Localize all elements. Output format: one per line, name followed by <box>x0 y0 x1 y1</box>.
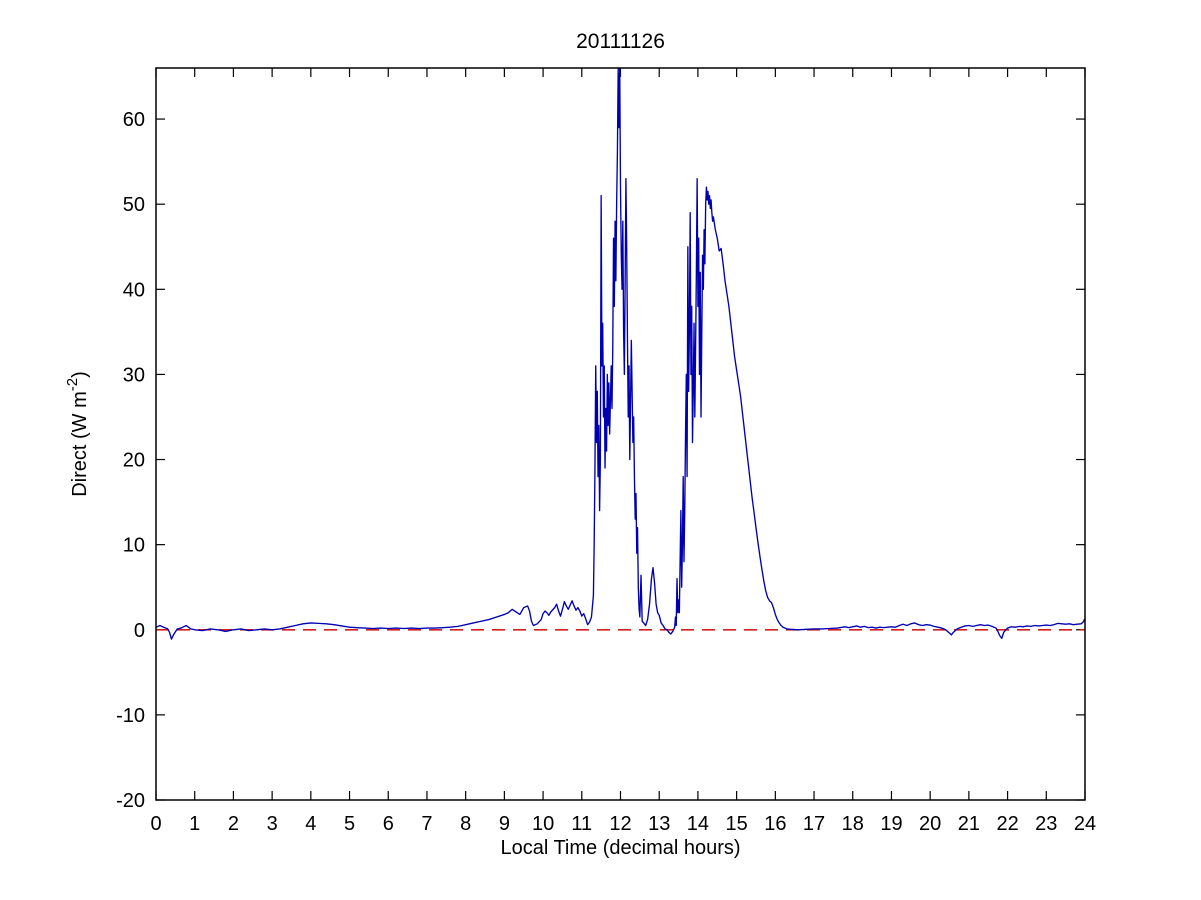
chart-title: 20111126 <box>576 30 665 53</box>
y-tick-label: 50 <box>123 194 145 216</box>
x-tick-label: 19 <box>880 813 902 835</box>
x-tick-label: 12 <box>609 813 631 835</box>
y-tick-label: 30 <box>123 364 145 386</box>
x-tick-label: 14 <box>687 813 709 835</box>
x-tick-label: 13 <box>648 813 670 835</box>
y-tick-label: 0 <box>134 620 145 642</box>
x-tick-label: 22 <box>996 813 1018 835</box>
y-axis-label: Direct (W m-2) <box>64 371 91 497</box>
x-tick-label: 15 <box>726 813 748 835</box>
x-tick-label: 23 <box>1035 813 1057 835</box>
y-tick-label: 20 <box>123 450 145 472</box>
x-axis-label: Local Time (decimal hours) <box>500 837 740 859</box>
x-tick-label: 10 <box>532 813 554 835</box>
y-tick-label: 60 <box>123 109 145 131</box>
y-tick-label: -10 <box>116 705 145 727</box>
x-tick-label: 4 <box>305 813 316 835</box>
x-tick-label: 3 <box>267 813 278 835</box>
x-tick-label: 6 <box>383 813 394 835</box>
x-tick-label: 9 <box>499 813 510 835</box>
x-tick-label: 7 <box>421 813 432 835</box>
x-tick-label: 18 <box>842 813 864 835</box>
x-tick-label: 20 <box>919 813 941 835</box>
plot-box-frame <box>155 67 1086 801</box>
x-tick-label: 11 <box>571 813 592 835</box>
x-tick-label: 17 <box>803 813 825 835</box>
direct-irradiance-line <box>155 67 1086 640</box>
x-tick-label: 5 <box>344 813 355 835</box>
x-tick-label: 16 <box>764 813 786 835</box>
axis-ticks: 0 1 2 3 4 5 6 7 8 9 10 11 12 13 14 15 16 17 18 19 20 21 22 23 24… <box>116 68 1096 835</box>
x-tick-label: 1 <box>189 813 200 835</box>
y-tick-label: 10 <box>123 535 145 557</box>
x-tick-label: 24 <box>1074 813 1096 835</box>
x-tick-label: 0 <box>150 813 161 835</box>
x-tick-label: 2 <box>228 813 239 835</box>
y-tick-label: -20 <box>116 790 145 812</box>
x-tick-label: 8 <box>460 813 471 835</box>
x-tick-label: 21 <box>958 813 980 835</box>
y-tick-label: 40 <box>123 279 145 301</box>
